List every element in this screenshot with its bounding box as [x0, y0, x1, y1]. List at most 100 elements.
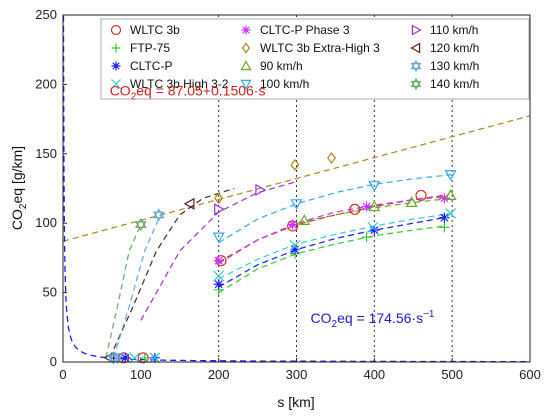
marker-triangle-up: [444, 189, 457, 200]
marker-triangle-down: [212, 232, 225, 244]
legend-label: 90 km/h: [260, 59, 303, 73]
axis-ticks: 0 100 200 300 400 500 600 0 50 100 150 200 250: [35, 7, 541, 382]
marker-triangle-down: [444, 170, 457, 181]
x-tick-label: 500: [441, 367, 463, 382]
marker-plus: [439, 222, 450, 233]
x-tick-label: 100: [130, 367, 152, 382]
marker-circle: [349, 203, 361, 215]
y-axis-label-rest: eq [g/km]: [9, 146, 25, 204]
legend-label: 110 km/h: [430, 23, 478, 37]
marker-triangle-down: [290, 199, 303, 211]
marker-asterisk: [213, 255, 224, 266]
marker-asterisk: [439, 212, 450, 223]
y-axis-label-sub: 2: [18, 203, 29, 209]
marker-triangle-up: [405, 196, 418, 207]
marker-triangle-left: [410, 42, 421, 54]
marker-triangle-left: [183, 197, 195, 210]
y-axis-label-base: CO: [9, 209, 25, 230]
y-tick-label: 100: [35, 215, 57, 230]
x-tick-label: 600: [519, 367, 541, 382]
x-tick-label: 300: [286, 367, 308, 382]
marker-hexagram: [152, 211, 165, 222]
marker-x: [111, 79, 121, 89]
equation-annotation: CO2eq = 87.05+0.1506·s: [110, 83, 266, 103]
legend-label: 120 km/h: [430, 41, 479, 55]
legend-label: WLTC 3b High 3-2: [130, 77, 229, 91]
fit-line: [218, 225, 445, 294]
marker-x: [289, 239, 301, 251]
marker-diamond: [214, 192, 224, 205]
marker-hexagram: [134, 217, 147, 228]
marker-triangle-down: [368, 181, 381, 192]
marker-hexagram: [107, 354, 120, 365]
data-markers: [103, 151, 457, 365]
legend-box: [100, 18, 530, 100]
marker-diamond: [327, 151, 337, 165]
marker-hexagram: [152, 208, 165, 219]
legend-label: 140 km/h: [430, 77, 479, 91]
marker-hexagram: [107, 351, 120, 362]
marker-asterisk: [120, 352, 131, 363]
marker-asterisk: [213, 279, 224, 290]
y-tick-label: 150: [35, 146, 57, 161]
y-tick-label: 250: [35, 7, 57, 22]
fit-line: [296, 197, 453, 224]
marker-diamond: [241, 42, 251, 54]
legend: WLTC 3b FTP-75 CLTC-P WLTC 3b High 3-2 CLTC-…: [100, 18, 530, 100]
x-tick-label: 200: [208, 367, 230, 382]
x-tick-label: 400: [363, 367, 385, 382]
fit-line: [218, 174, 453, 244]
marker-hexagram: [410, 77, 422, 88]
marker-plus: [111, 43, 121, 53]
legend-label: 100 km/h: [260, 77, 309, 91]
marker-triangle-down: [111, 353, 124, 365]
marker-plus: [361, 232, 372, 243]
marker-asterisk: [369, 225, 380, 236]
marker-asterisk: [439, 193, 450, 204]
legend-label: CLTC-P: [130, 59, 172, 73]
marker-x: [213, 270, 225, 282]
fit-line: [218, 194, 445, 263]
legend-label: WLTC 3b: [130, 23, 180, 37]
marker-asterisk: [111, 61, 121, 71]
marker-hexagram: [410, 62, 422, 73]
marker-x: [367, 221, 379, 233]
y-axis-label: CO2eq [g/km]: [9, 146, 29, 230]
marker-triangle-down: [240, 79, 252, 90]
y-tick-label: 0: [50, 354, 57, 369]
fit-line: [218, 212, 453, 280]
marker-triangle-up: [368, 200, 381, 212]
fit-line: [109, 187, 235, 359]
x-tick-label: 0: [59, 367, 66, 382]
legend-label: WLTC 3b Extra-High 3: [260, 41, 380, 55]
legend-label: 130 km/h: [430, 59, 479, 73]
annotations: CO2eq = 87.05+0.1506·s CO2eq = 174.56·s−1: [110, 83, 435, 331]
marker-diamond: [290, 158, 300, 171]
fit-line: [113, 214, 161, 358]
fit-line: [105, 224, 142, 358]
marker-triangle-right: [411, 24, 422, 36]
marker-x: [149, 352, 161, 364]
x-axis-label: s [km]: [277, 394, 314, 410]
marker-circle: [110, 24, 122, 36]
marker-asterisk: [287, 219, 298, 230]
marker-x: [129, 352, 141, 364]
legend-label: FTP-75: [130, 41, 170, 55]
fit-line: [218, 217, 445, 288]
marker-triangle-up: [240, 60, 252, 71]
y-tick-label: 50: [43, 285, 57, 300]
marker-x: [445, 208, 457, 219]
marker-asterisk: [361, 201, 372, 212]
marker-hexagram: [134, 221, 147, 232]
marker-hexagram: [410, 80, 422, 91]
marker-circle: [415, 189, 427, 202]
y-tick-label: 200: [35, 76, 57, 91]
marker-triangle-right: [255, 183, 267, 196]
marker-plus: [139, 352, 150, 363]
marker-asterisk: [289, 244, 300, 255]
marker-hexagram: [410, 59, 422, 70]
fit-line: [218, 196, 445, 265]
marker-asterisk: [241, 25, 251, 35]
equation-annotation: CO2eq = 174.56·s−1: [311, 309, 435, 330]
